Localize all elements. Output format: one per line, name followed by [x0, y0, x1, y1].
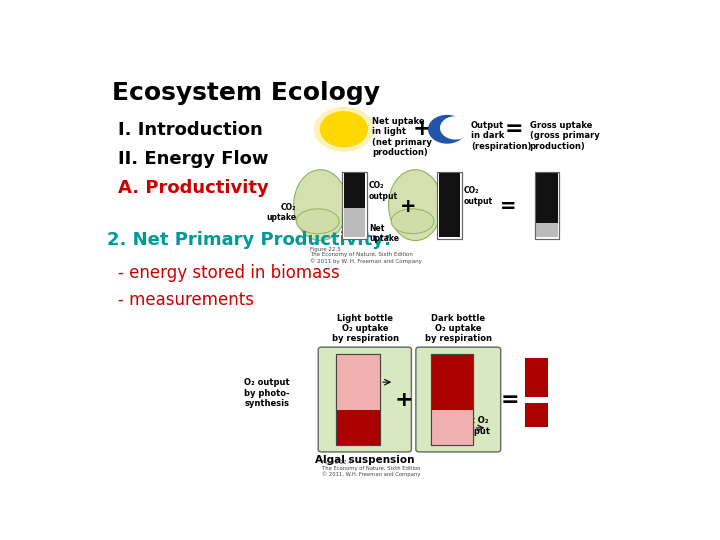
Bar: [438, 173, 460, 238]
Text: Output
in dark
(respiration): Output in dark (respiration): [471, 121, 531, 151]
FancyBboxPatch shape: [416, 347, 500, 452]
Text: Algal suspension: Algal suspension: [315, 455, 415, 465]
Bar: [336, 354, 380, 445]
Text: Ecosystem Ecology: Ecosystem Ecology: [112, 82, 380, 105]
Text: Net O₂
output: Net O₂ output: [459, 416, 490, 436]
Bar: [342, 172, 366, 239]
Bar: [536, 173, 557, 223]
Text: +: +: [400, 197, 416, 215]
Text: Figure 22.4
The Economy of Nature, Sixth Edition
© 2011, W.H. Freeman and Compan: Figure 22.4 The Economy of Nature, Sixth…: [322, 460, 420, 477]
Bar: [535, 172, 559, 239]
Bar: [336, 354, 380, 410]
Bar: [344, 173, 365, 208]
Ellipse shape: [294, 170, 347, 241]
Text: O₂ output
by photo-
synthesis: O₂ output by photo- synthesis: [244, 379, 289, 408]
Text: 2. Net Primary Productivity:: 2. Net Primary Productivity:: [107, 231, 391, 249]
Bar: [536, 223, 557, 238]
Text: =: =: [505, 119, 523, 139]
Text: =: =: [500, 197, 517, 215]
Bar: [344, 208, 365, 238]
Text: Net
uptake: Net uptake: [369, 224, 399, 243]
Bar: [431, 354, 473, 445]
Text: CO₂
uptake: CO₂ uptake: [266, 202, 297, 222]
Bar: [431, 410, 473, 445]
Text: +: +: [395, 389, 413, 409]
Circle shape: [315, 107, 373, 151]
Bar: [336, 410, 380, 445]
Text: Net uptake
in light
(net primary
production): Net uptake in light (net primary product…: [372, 117, 432, 157]
Text: I. Introduction: I. Introduction: [118, 121, 263, 139]
Bar: [437, 172, 462, 239]
Text: Gross uptake
(gross primary
production): Gross uptake (gross primary production): [530, 121, 600, 151]
Circle shape: [428, 116, 466, 143]
Text: Light bottle
O₂ uptake
by respiration: Light bottle O₂ uptake by respiration: [332, 314, 399, 343]
Bar: [535, 172, 559, 239]
Bar: [342, 172, 366, 239]
Bar: [431, 354, 473, 445]
Bar: [431, 354, 473, 410]
Text: - energy stored in biomass: - energy stored in biomass: [118, 265, 340, 282]
Text: CO₂
output: CO₂ output: [369, 181, 398, 201]
Bar: [336, 354, 380, 445]
Text: A. Productivity: A. Productivity: [118, 179, 269, 197]
Bar: [526, 403, 548, 427]
Text: CO₂
output: CO₂ output: [464, 186, 493, 206]
Ellipse shape: [389, 170, 442, 241]
Circle shape: [441, 117, 470, 139]
Bar: [437, 172, 462, 239]
FancyBboxPatch shape: [318, 347, 411, 452]
Ellipse shape: [296, 209, 339, 234]
Bar: [526, 358, 548, 396]
Text: =: =: [500, 389, 519, 409]
Ellipse shape: [391, 209, 434, 234]
Text: - measurements: - measurements: [118, 292, 254, 309]
Text: Figure 22.5
The Economy of Nature, Sixth Edition
© 2011 by W. H. Freeman and Com: Figure 22.5 The Economy of Nature, Sixth…: [310, 246, 423, 264]
Circle shape: [320, 112, 367, 147]
Text: Dark bottle
O₂ uptake
by respiration: Dark bottle O₂ uptake by respiration: [425, 314, 492, 343]
Text: II. Energy Flow: II. Energy Flow: [118, 150, 269, 168]
Text: +: +: [413, 119, 431, 139]
